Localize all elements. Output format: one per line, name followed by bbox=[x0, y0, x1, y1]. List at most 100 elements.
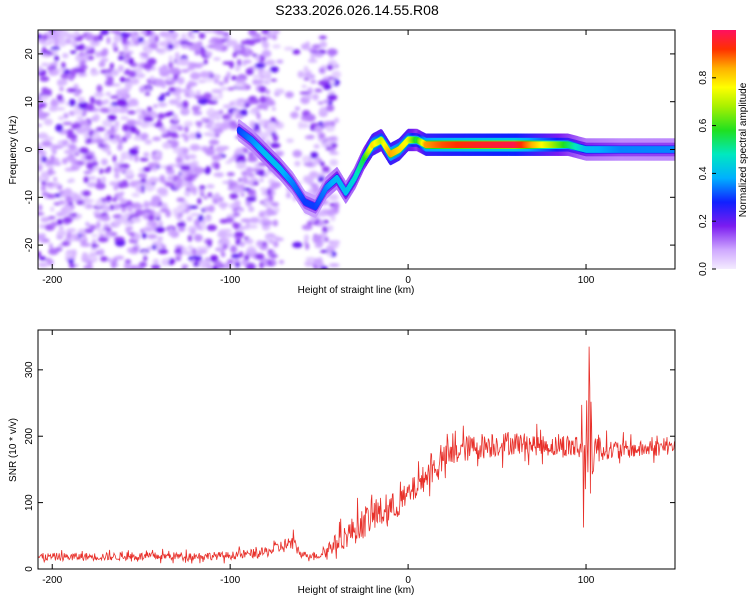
noise-speck bbox=[146, 57, 157, 66]
noise-speck bbox=[197, 97, 209, 105]
noise-speck bbox=[234, 231, 245, 238]
noise-speck bbox=[307, 58, 318, 63]
noise-speck bbox=[39, 95, 49, 101]
noise-speck bbox=[61, 157, 68, 165]
noise-speck bbox=[96, 177, 102, 184]
noise-speck bbox=[121, 179, 128, 187]
noise-speck bbox=[125, 84, 132, 91]
noise-speck bbox=[53, 176, 58, 182]
noise-speck bbox=[322, 226, 328, 234]
colorbar-tick-label: 0.4 bbox=[698, 166, 709, 180]
noise-speck bbox=[146, 246, 153, 251]
noise-speck bbox=[56, 94, 63, 102]
noise-speck bbox=[101, 197, 107, 203]
noise-speck bbox=[128, 70, 137, 78]
noise-speck bbox=[144, 92, 151, 96]
noise-speck bbox=[245, 262, 256, 269]
noise-speck bbox=[267, 34, 272, 39]
noise-speck bbox=[110, 30, 116, 34]
noise-speck bbox=[278, 259, 285, 265]
noise-speck bbox=[310, 80, 317, 84]
noise-speck bbox=[238, 101, 245, 108]
noise-speck bbox=[112, 154, 117, 163]
noise-speck bbox=[94, 91, 105, 98]
noise-speck bbox=[306, 70, 312, 75]
noise-speck bbox=[113, 203, 121, 211]
noise-speck bbox=[114, 171, 120, 180]
y-tick-label: 200 bbox=[24, 427, 35, 444]
noise-speck bbox=[144, 46, 153, 54]
noise-speck bbox=[189, 186, 198, 193]
noise-speck bbox=[151, 195, 162, 204]
noise-speck bbox=[41, 180, 46, 186]
noise-speck bbox=[226, 172, 235, 177]
noise-speck bbox=[201, 245, 210, 251]
noise-speck bbox=[332, 239, 338, 248]
noise-speck bbox=[311, 159, 319, 166]
noise-speck bbox=[334, 117, 339, 124]
noise-speck bbox=[99, 107, 110, 113]
noise-speck bbox=[62, 53, 69, 59]
noise-speck bbox=[84, 154, 95, 161]
noise-speck bbox=[213, 260, 223, 267]
noise-speck bbox=[328, 151, 339, 155]
noise-speck bbox=[301, 224, 313, 231]
noise-speck bbox=[245, 166, 253, 173]
noise-speck bbox=[200, 264, 207, 269]
noise-speck bbox=[143, 151, 150, 158]
spectrogram-marks bbox=[38, 30, 675, 269]
noise-speck bbox=[176, 76, 185, 85]
noise-speck bbox=[321, 166, 331, 173]
noise-speck bbox=[259, 95, 267, 104]
noise-speck bbox=[218, 202, 229, 208]
noise-speck bbox=[240, 47, 246, 55]
noise-speck bbox=[194, 49, 200, 56]
noise-speck bbox=[231, 187, 242, 194]
noise-speck bbox=[116, 167, 127, 173]
noise-speck bbox=[93, 210, 101, 215]
noise-speck bbox=[247, 156, 258, 163]
noise-speck bbox=[123, 45, 129, 51]
noise-speck bbox=[128, 57, 134, 66]
noise-speck bbox=[52, 149, 57, 155]
noise-speck bbox=[222, 119, 232, 124]
noise-speck bbox=[328, 193, 339, 201]
noise-speck bbox=[326, 136, 338, 141]
noise-speck bbox=[197, 79, 206, 83]
noise-speck bbox=[101, 208, 109, 212]
noise-speck bbox=[86, 103, 95, 112]
noise-speck bbox=[249, 120, 256, 125]
noise-speck bbox=[168, 61, 174, 69]
noise-speck bbox=[141, 232, 147, 239]
noise-speck bbox=[218, 81, 225, 86]
noise-speck bbox=[175, 214, 181, 220]
noise-speck bbox=[126, 205, 133, 212]
noise-speck bbox=[38, 176, 44, 182]
noise-speck bbox=[274, 88, 285, 95]
noise-speck bbox=[77, 96, 85, 103]
noise-speck bbox=[325, 104, 335, 112]
noise-speck bbox=[197, 246, 202, 250]
noise-speck bbox=[160, 134, 171, 138]
noise-speck bbox=[304, 94, 313, 100]
noise-speck bbox=[210, 254, 219, 263]
noise-speck bbox=[304, 135, 314, 140]
noise-speck bbox=[78, 147, 89, 154]
noise-speck bbox=[213, 57, 221, 61]
noise-speck bbox=[303, 77, 310, 81]
noise-speck bbox=[219, 109, 224, 115]
noise-speck bbox=[124, 53, 131, 59]
snr-frame bbox=[37, 329, 676, 570]
noise-speck bbox=[186, 42, 194, 46]
noise-speck bbox=[285, 192, 292, 199]
noise-speck bbox=[228, 157, 237, 162]
noise-speck bbox=[66, 88, 78, 93]
noise-speck bbox=[181, 107, 190, 115]
noise-speck bbox=[193, 105, 202, 109]
noise-speck bbox=[87, 151, 95, 156]
noise-speck bbox=[131, 192, 140, 198]
x-tick-label: 0 bbox=[405, 575, 411, 586]
noise-speck bbox=[86, 199, 95, 203]
noise-speck bbox=[201, 216, 212, 221]
noise-speck bbox=[108, 105, 116, 110]
